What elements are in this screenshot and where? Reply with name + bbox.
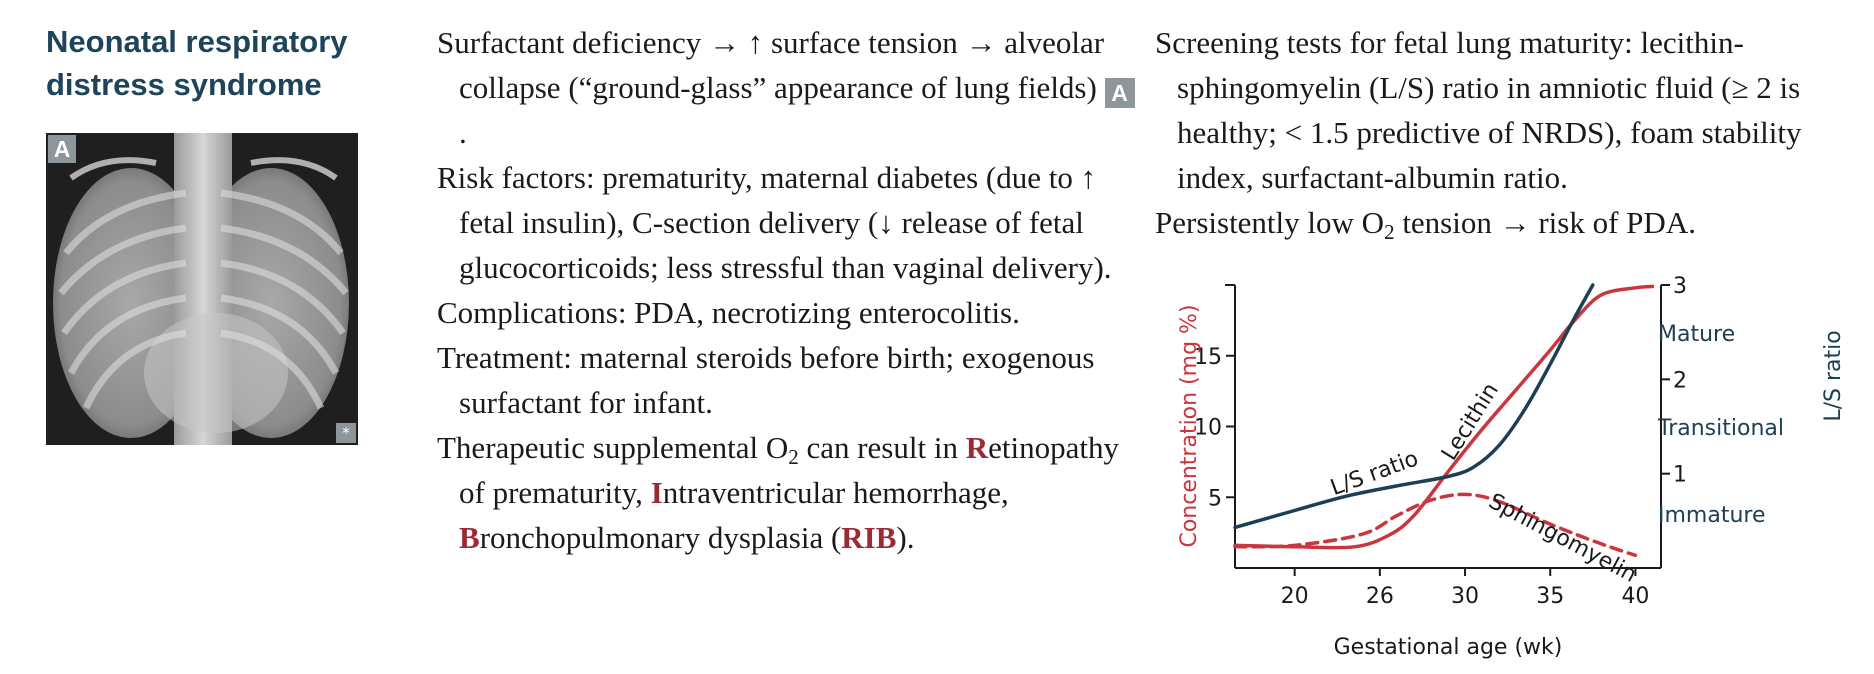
x-tick-label: 30 xyxy=(1451,584,1479,609)
chest-xray-image: A * xyxy=(46,133,358,445)
y-left-axis-label: Concentration (mg %) xyxy=(1177,304,1202,547)
y-left-tick-label: 10 xyxy=(1194,416,1222,441)
retinopathy-text: etinopathy of prematurity, xyxy=(459,430,1119,510)
section-title: Neonatal respiratory distress syndrome xyxy=(46,24,348,102)
pda-text-2: tension → risk of PDA. xyxy=(1394,205,1696,240)
image-credit-mark: * xyxy=(336,423,356,443)
image-label-badge: A xyxy=(48,135,76,163)
x-tick-label: 20 xyxy=(1281,584,1309,609)
ls-ratio-line xyxy=(1233,283,1595,530)
y-right-tick-label: 2 xyxy=(1673,368,1687,393)
y-left-tick-label: 15 xyxy=(1194,345,1222,370)
middle-column: Surfactant deficiency → ↑ surface tensio… xyxy=(437,20,1137,560)
mnemonic-letter-r: R xyxy=(965,430,989,465)
pda-text: Persistently low O xyxy=(1155,205,1385,240)
ls-ratio-series-label: L/S ratio xyxy=(1327,446,1421,501)
pda-o2-subscript: 2 xyxy=(1384,220,1395,244)
x-tick-label: 35 xyxy=(1536,584,1564,609)
y-right-axis-label: L/S ratio xyxy=(1821,330,1846,421)
mnemonic-letter-i: I xyxy=(650,475,663,510)
bpd-text: ronchopulmonary dysplasia ( xyxy=(479,520,842,555)
surfactant-period: . xyxy=(459,115,467,150)
y-left-tick-label: 5 xyxy=(1208,486,1222,511)
o2-text: Therapeutic supplemental O xyxy=(437,430,789,465)
mnemonic-letter-b: B xyxy=(459,520,480,555)
o2-text-2: can result in xyxy=(798,430,966,465)
x-tick-label: 26 xyxy=(1366,584,1394,609)
y-right-tick-label: 3 xyxy=(1673,274,1687,299)
y-right-tick-label: 1 xyxy=(1673,463,1687,488)
treatment-paragraph: Treatment: maternal steroids before birt… xyxy=(437,340,1095,420)
complications-paragraph: Complications: PDA, necrotizing enteroco… xyxy=(437,295,1020,330)
mnemonic-rib: RIB xyxy=(841,520,897,555)
screening-paragraph: Screening tests for fetal lung maturity:… xyxy=(1155,25,1802,195)
sphingomyelin-series-label: Sphingomyelin xyxy=(1484,489,1640,588)
risk-factors-paragraph: Risk factors: prematurity, maternal diab… xyxy=(437,160,1112,285)
lecithin-line xyxy=(1233,284,1655,550)
sphingomyelin-line xyxy=(1233,492,1638,558)
ivh-text: ntraventricular hemorrhage, xyxy=(662,475,1009,510)
o2-subscript: 2 xyxy=(788,445,799,469)
zone-label-mature: Mature xyxy=(1658,322,1735,347)
surfactant-text: Surfactant deficiency → ↑ surface tensio… xyxy=(437,25,1105,105)
closing-text: ). xyxy=(896,520,915,555)
surfactant-paragraph: Surfactant deficiency → ↑ surface tensio… xyxy=(437,20,1137,155)
zone-label-immature: Immature xyxy=(1658,503,1766,528)
pda-paragraph: Persistently low O2 tension → risk of PD… xyxy=(1155,200,1865,245)
right-column: Screening tests for fetal lung maturity:… xyxy=(1155,20,1865,245)
supplemental-o2-paragraph: Therapeutic supplemental O2 can result i… xyxy=(437,425,1137,560)
x-tick-label: 40 xyxy=(1621,584,1649,609)
zone-label-transitional: Transitional xyxy=(1657,416,1784,441)
figure-a-reference: A xyxy=(1104,78,1135,108)
x-axis-label: Gestational age (wk) xyxy=(1334,635,1563,660)
